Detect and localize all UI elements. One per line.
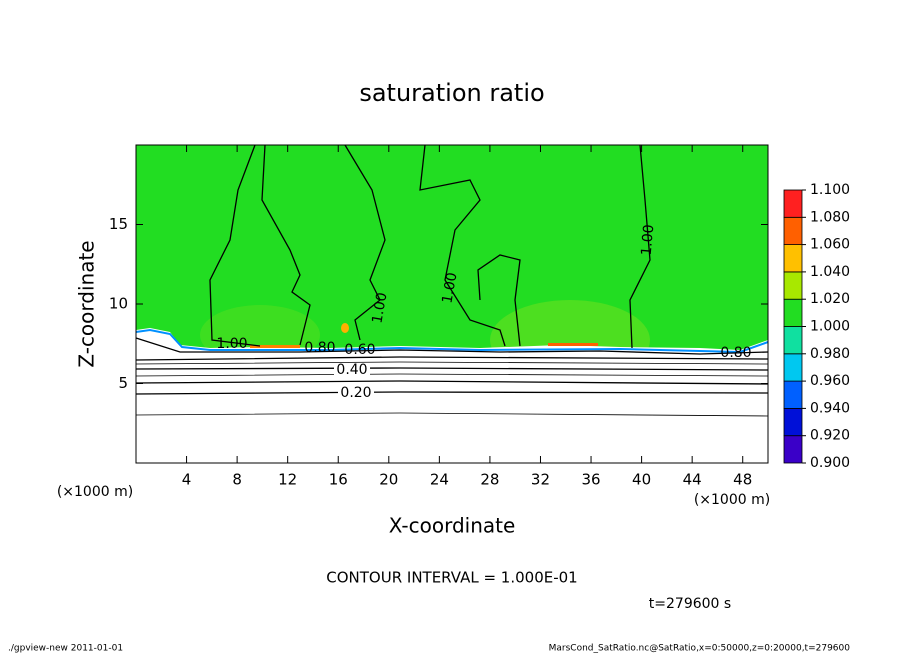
- colorbar-label: 0.980: [810, 346, 850, 362]
- x-tick-label: 24: [430, 471, 449, 489]
- colorbar-label: 1.100: [810, 182, 850, 198]
- colorbar-label: 0.920: [810, 428, 850, 444]
- y-axis-label: Z-coordinate: [75, 240, 99, 367]
- contour-interval: CONTOUR INTERVAL = 1.000E-01: [326, 569, 577, 587]
- contour-label: 0.80: [304, 340, 335, 356]
- chart-title: saturation ratio: [359, 79, 544, 107]
- colorbar-box: [783, 298, 803, 327]
- contour-label: 1.00: [216, 336, 247, 352]
- contour-line: [135, 412, 769, 417]
- contour-label: 1.00: [639, 224, 658, 256]
- field: [135, 145, 769, 463]
- colorbar-label: 0.900: [810, 455, 850, 471]
- colorbar-box: [783, 244, 803, 273]
- y-tick-label: 5: [118, 374, 128, 392]
- contour-line: [261, 144, 311, 346]
- colorbar-label: 1.000: [810, 319, 850, 335]
- y-tick-label: 10: [109, 295, 128, 313]
- x-tick-label: 36: [581, 471, 600, 489]
- colorbar-label: 1.080: [810, 209, 850, 225]
- colorbar-box: [783, 380, 803, 409]
- contour-line: [135, 367, 769, 371]
- contour-line: [209, 144, 261, 347]
- contours: [135, 144, 769, 417]
- contour-label-bg: [334, 363, 370, 377]
- colorbar-box: [783, 189, 803, 218]
- field-edge: [135, 328, 769, 354]
- colorbar-label: 1.020: [810, 291, 850, 307]
- field-patch: [250, 345, 300, 348]
- x-tick-label: 40: [632, 471, 651, 489]
- x-unit: (×1000 m): [57, 484, 133, 500]
- contour-label: 0.40: [336, 362, 367, 378]
- contour-line: [477, 254, 521, 347]
- y-tick-label: 15: [109, 215, 128, 233]
- colorbar-label: 0.940: [810, 400, 850, 416]
- contour-label: 0.20: [340, 385, 371, 401]
- contour-line: [419, 144, 506, 347]
- field-patch: [341, 323, 349, 333]
- contour-line: [135, 361, 769, 365]
- contour-label: 1.00: [369, 291, 390, 324]
- contour-label: 1.00: [439, 271, 460, 304]
- colorbar-box: [783, 216, 803, 246]
- x-tick-label: 4: [182, 471, 192, 489]
- colorbar-box: [783, 353, 803, 382]
- contour-line: [135, 373, 769, 377]
- x-tick-label: 48: [733, 471, 752, 489]
- colorbar-box: [783, 326, 803, 355]
- colorbar-label: 0.960: [810, 373, 850, 389]
- x-tick-label: 20: [379, 471, 398, 489]
- x-tick-label: 8: [232, 471, 242, 489]
- field-lower: [136, 328, 768, 463]
- x-tick-label: 12: [278, 471, 297, 489]
- x-unit: (×1000 m): [694, 492, 770, 508]
- colorbar-label: 1.040: [810, 264, 850, 280]
- time-label: t=279600 s: [649, 596, 731, 612]
- contour-line: [135, 391, 769, 395]
- x-tick-label: 16: [329, 471, 348, 489]
- footer-left: ./gpview-new 2011-01-01: [8, 644, 123, 654]
- contour-label-bg: [338, 386, 374, 400]
- contour-line: [135, 337, 769, 355]
- x-tick-label: 32: [531, 471, 550, 489]
- footer-right: MarsCond_SatRatio.nc@SatRatio,x=0:50000,…: [549, 644, 851, 654]
- field-patch: [548, 343, 598, 346]
- x-tick-label: 28: [480, 471, 499, 489]
- contour-line: [135, 356, 769, 361]
- colorbar-box: [783, 407, 803, 437]
- x-axis-label: X-coordinate: [389, 514, 516, 538]
- contour-line: [135, 380, 769, 385]
- x-tick-label: 44: [683, 471, 702, 489]
- colorbar-box: [783, 435, 803, 464]
- contour-line: [629, 144, 651, 349]
- colorbar-label: 1.060: [810, 237, 850, 253]
- contour-label: 0.60: [344, 342, 375, 358]
- contour-label: 0.80: [720, 345, 751, 361]
- colorbar-box: [783, 271, 803, 300]
- contour-line: [344, 144, 386, 341]
